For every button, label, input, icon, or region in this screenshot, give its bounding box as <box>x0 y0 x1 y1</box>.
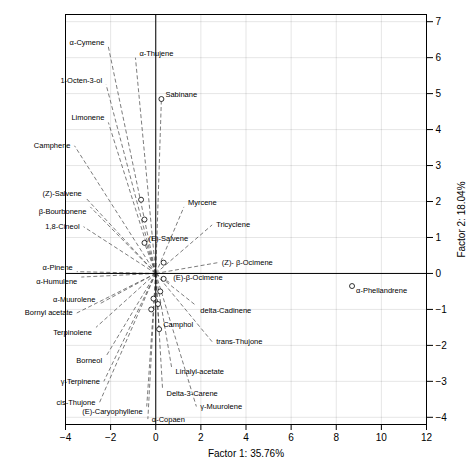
svg-text:Delta-3-Carene: Delta-3-Carene <box>167 389 218 398</box>
svg-text:Factor 1: 35.76%: Factor 1: 35.76% <box>208 448 284 459</box>
svg-text:delta-Cadinene: delta-Cadinene <box>200 306 251 315</box>
svg-text:7: 7 <box>436 16 442 27</box>
svg-text:0: 0 <box>153 432 159 443</box>
svg-text:Linalyl-acetate: Linalyl-acetate <box>176 367 224 376</box>
svg-text:(E)-β-Ocimene: (E)-β-Ocimene <box>173 273 222 282</box>
svg-text:Camphene: Camphene <box>33 141 71 151</box>
svg-text:trans-Thujone: trans-Thujone <box>216 337 262 346</box>
svg-text:−1: −1 <box>436 304 448 315</box>
svg-text:Factor 2: 18.04%: Factor 2: 18.04% <box>456 181 467 257</box>
svg-text:0: 0 <box>436 268 442 279</box>
svg-text:α-Phellandrene: α-Phellandrene <box>356 286 407 295</box>
svg-text:α-Thujene: α-Thujene <box>139 49 173 58</box>
svg-text:1: 1 <box>436 232 442 243</box>
svg-text:α-Humulene: α-Humulene <box>36 277 77 286</box>
svg-text:1-Octen-3-ol: 1-Octen-3-ol <box>60 76 102 85</box>
svg-text:4: 4 <box>243 432 249 443</box>
svg-text:α-Copaen: α-Copaen <box>152 415 185 424</box>
svg-text:α-Cymene: α-Cymene <box>70 38 105 47</box>
svg-text:1,8-Cineol: 1,8-Cineol <box>45 222 80 231</box>
svg-text:(Z)- β-Ocimene: (Z)- β-Ocimene <box>222 258 273 267</box>
svg-text:8: 8 <box>333 432 339 443</box>
svg-text:−2: −2 <box>436 340 448 351</box>
svg-text:−4: −4 <box>60 432 72 443</box>
svg-text:4: 4 <box>436 124 442 135</box>
svg-text:6: 6 <box>288 432 294 443</box>
svg-text:Bornyl acetate: Bornyl acetate <box>24 308 73 318</box>
svg-text:−3: −3 <box>436 376 448 387</box>
svg-text:2: 2 <box>198 432 204 443</box>
svg-text:2: 2 <box>436 196 442 207</box>
svg-text:12: 12 <box>421 432 433 443</box>
svg-text:(E)-Caryophyllene: (E)-Caryophyllene <box>82 407 142 416</box>
svg-text:Borneol: Borneol <box>76 356 102 365</box>
svg-text:Camphol: Camphol <box>163 320 193 329</box>
svg-text:cis-Thujone: cis-Thujone <box>56 398 96 408</box>
svg-text:−2: −2 <box>105 432 117 443</box>
svg-text:3: 3 <box>436 160 442 171</box>
svg-text:γ-Muurolene: γ-Muurolene <box>200 402 242 411</box>
svg-text:γ-Terpinene: γ-Terpinene <box>61 377 100 386</box>
svg-text:Tricyclene: Tricyclene <box>216 220 250 229</box>
svg-text:α-Pinene: α-Pinene <box>43 263 73 272</box>
svg-text:Myrcene: Myrcene <box>188 198 217 207</box>
svg-text:Limonene: Limonene <box>71 113 104 122</box>
svg-text:(Z)-Salvene: (Z)-Salvene <box>43 189 82 198</box>
svg-text:5: 5 <box>436 88 442 99</box>
svg-text:α-Muurolene: α-Muurolene <box>53 295 95 304</box>
svg-text:Terpinolene: Terpinolene <box>53 328 92 337</box>
svg-text:(E)-Salvene: (E)-Salvene <box>148 234 188 243</box>
svg-text:Sabinane: Sabinane <box>165 90 197 99</box>
svg-text:−4: −4 <box>436 412 448 423</box>
svg-text:β-Bourbonene: β-Bourbonene <box>39 207 87 216</box>
svg-text:6: 6 <box>436 52 442 63</box>
svg-text:10: 10 <box>376 432 388 443</box>
